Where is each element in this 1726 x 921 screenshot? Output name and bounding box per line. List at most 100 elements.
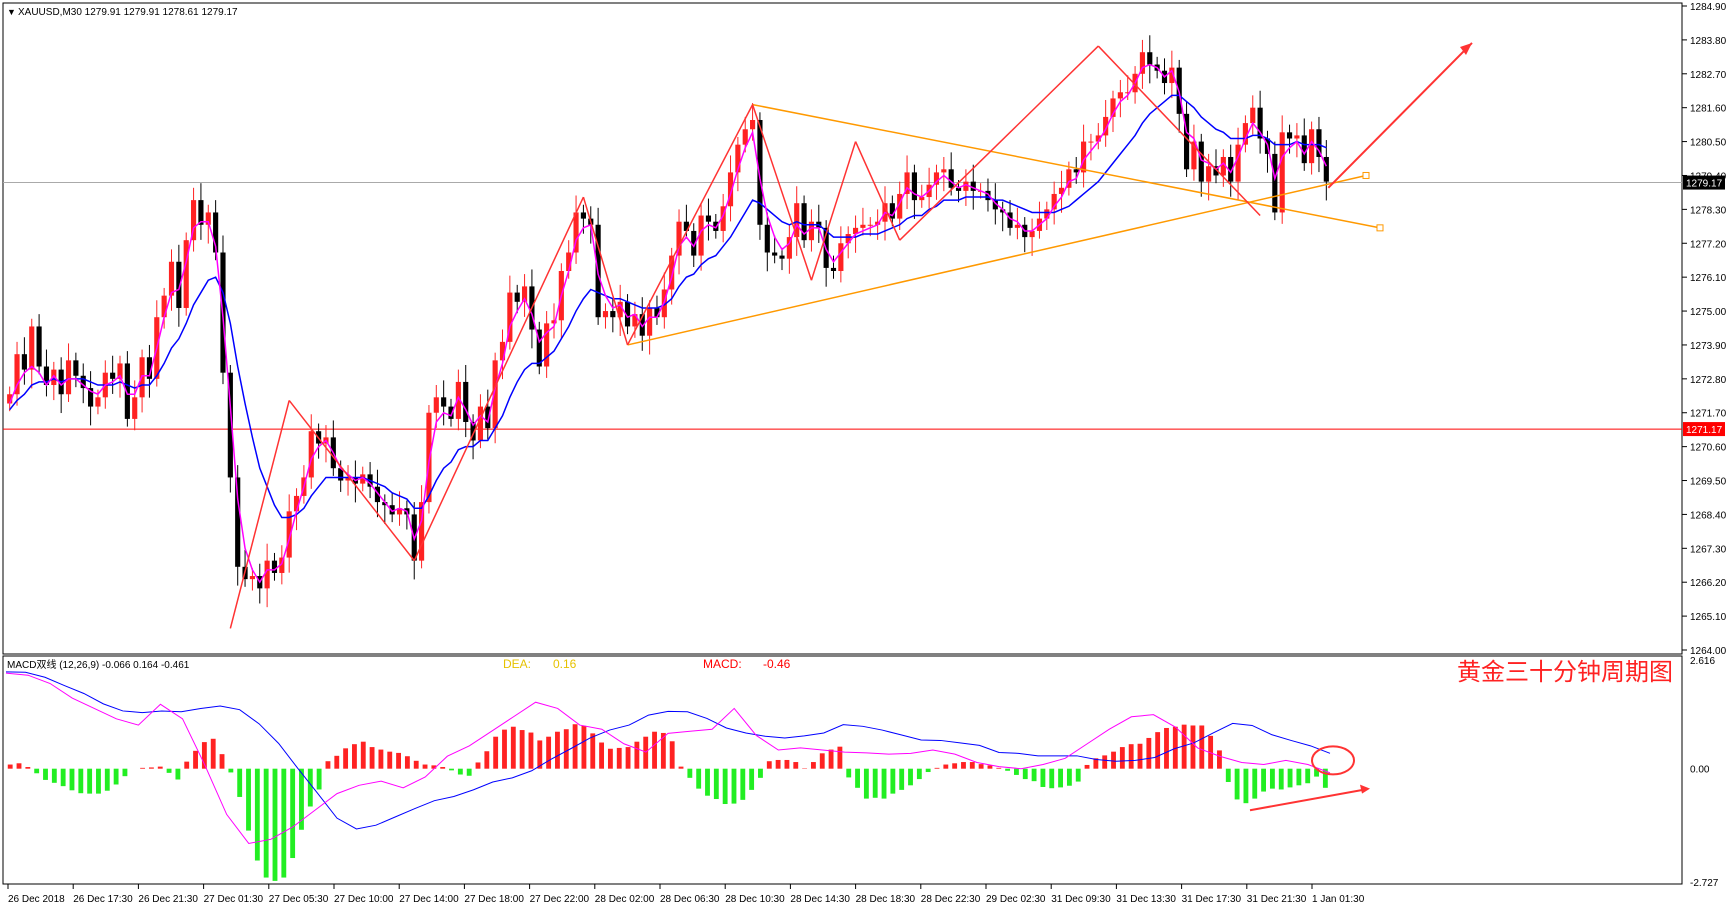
macd-histogram-bar <box>1235 769 1240 800</box>
price-tick-label: 1267.30 <box>1690 544 1726 555</box>
time-tick-label: 28 Dec 10:30 <box>725 894 785 905</box>
macd-histogram-bar <box>34 769 39 774</box>
macd-histogram-bar <box>1217 750 1222 768</box>
macd-histogram-bar <box>882 769 887 799</box>
macd-histogram-bar <box>837 747 842 769</box>
macd-histogram-bar <box>114 769 119 785</box>
macd-histogram-bar <box>8 765 13 769</box>
macd-histogram-bar <box>1067 769 1072 786</box>
macd-histogram-bar <box>529 733 534 769</box>
macd-histogram-bar <box>414 761 419 769</box>
macd-histogram-bar <box>220 754 225 769</box>
time-tick-label: 27 Dec 18:00 <box>464 894 524 905</box>
price-tick-label: 1280.50 <box>1690 138 1726 149</box>
macd-histogram-bar <box>167 769 172 773</box>
macd-histogram-bar <box>679 767 684 769</box>
candle-body <box>309 431 314 477</box>
macd-histogram-bar <box>714 769 719 799</box>
dea-label: DEA: <box>503 657 531 671</box>
macd-tick-label: 0.00 <box>1690 765 1710 776</box>
macd-histogram-bar <box>1049 769 1054 789</box>
macd-histogram-bar <box>281 769 286 878</box>
macd-histogram-bar <box>52 769 57 783</box>
candle-body <box>162 296 167 318</box>
time-tick-label: 31 Dec 09:30 <box>1051 894 1111 905</box>
macd-histogram-bar <box>326 761 331 768</box>
symbol-info: XAUUSD,M30 1279.91 1279.91 1278.61 1279.… <box>18 7 238 18</box>
macd-histogram-bar <box>520 730 525 769</box>
macd-histogram-bar <box>1005 769 1010 771</box>
macd-histogram-bar <box>1129 744 1134 769</box>
macd-histogram-bar <box>334 756 339 769</box>
macd-histogram-bar <box>767 761 772 768</box>
time-tick-label: 27 Dec 05:30 <box>269 894 329 905</box>
time-tick-label: 29 Dec 02:30 <box>986 894 1046 905</box>
macd-histogram-bar <box>1138 744 1143 769</box>
time-tick-label: 27 Dec 22:00 <box>530 894 590 905</box>
macd-histogram-bar <box>1085 765 1090 769</box>
candle-body <box>1309 129 1314 163</box>
price-tick-label: 1265.10 <box>1690 612 1726 623</box>
macd-histogram-bar <box>228 769 233 773</box>
macd-histogram-bar <box>1058 769 1063 788</box>
price-tick-label: 1268.40 <box>1690 510 1726 521</box>
macd-histogram-bar <box>61 769 66 786</box>
macd-histogram-bar <box>317 769 322 790</box>
macd-histogram-bar <box>458 769 463 775</box>
time-tick-label: 27 Dec 01:30 <box>204 894 264 905</box>
macd-histogram-bar <box>308 769 313 807</box>
macd-histogram-bar <box>581 726 586 769</box>
macd-histogram-bar <box>511 727 516 769</box>
macd-histogram-bar <box>890 769 895 794</box>
price-tick-label: 1278.30 <box>1690 205 1726 216</box>
price-tick-label: 1284.90 <box>1690 2 1726 13</box>
time-tick-label: 31 Dec 13:30 <box>1116 894 1176 905</box>
candle-body <box>647 308 652 336</box>
candle-body <box>73 360 78 375</box>
macd-histogram-bar <box>237 769 242 797</box>
macd-histogram-bar <box>78 769 83 794</box>
macd-histogram-bar <box>96 769 101 794</box>
macd-histogram-bar <box>617 748 622 769</box>
trendline-handle <box>1377 225 1383 231</box>
macd-histogram-bar <box>1191 725 1196 768</box>
candle-body <box>1258 108 1263 139</box>
candle-body <box>250 576 255 579</box>
candle-body <box>272 561 277 573</box>
macd-histogram-bar <box>467 769 472 776</box>
macd-histogram-bar <box>705 769 710 796</box>
macd-panel-frame <box>3 656 1682 884</box>
macd-histogram-bar <box>1243 769 1248 803</box>
candle-body <box>1015 225 1020 228</box>
candle-body <box>772 253 777 256</box>
dea-value: 0.16 <box>553 657 577 671</box>
candle-body <box>838 243 843 271</box>
candle-body <box>1272 154 1277 213</box>
macd-histogram-bar <box>732 769 737 804</box>
macd-histogram-bar <box>158 767 163 769</box>
macd-histogram-bar <box>943 765 948 769</box>
macd-histogram-bar <box>246 769 251 831</box>
macd-histogram-bar <box>1076 769 1081 782</box>
support-price-label: 1271.17 <box>1686 425 1723 436</box>
macd-histogram-bar <box>502 730 507 769</box>
macd-histogram-bar <box>917 769 922 779</box>
macd-histogram-bar <box>670 741 675 768</box>
chart-watermark-title: 黄金三十分钟周期图 <box>1457 659 1673 686</box>
macd-histogram-bar <box>740 769 745 800</box>
macd-histogram-bar <box>290 769 295 858</box>
macd-histogram-bar <box>908 769 913 786</box>
macd-histogram-bar <box>1199 725 1204 768</box>
macd-histogram-bar <box>440 767 445 769</box>
candle-body <box>485 407 490 429</box>
macd-histogram-bar <box>1270 769 1275 789</box>
macd-histogram-bar <box>970 762 975 769</box>
macd-histogram-bar <box>608 749 613 769</box>
macd-histogram-bar <box>1155 732 1160 769</box>
candle-body <box>426 413 431 502</box>
macd-histogram-bar <box>43 769 48 780</box>
candle-body <box>1302 135 1307 163</box>
